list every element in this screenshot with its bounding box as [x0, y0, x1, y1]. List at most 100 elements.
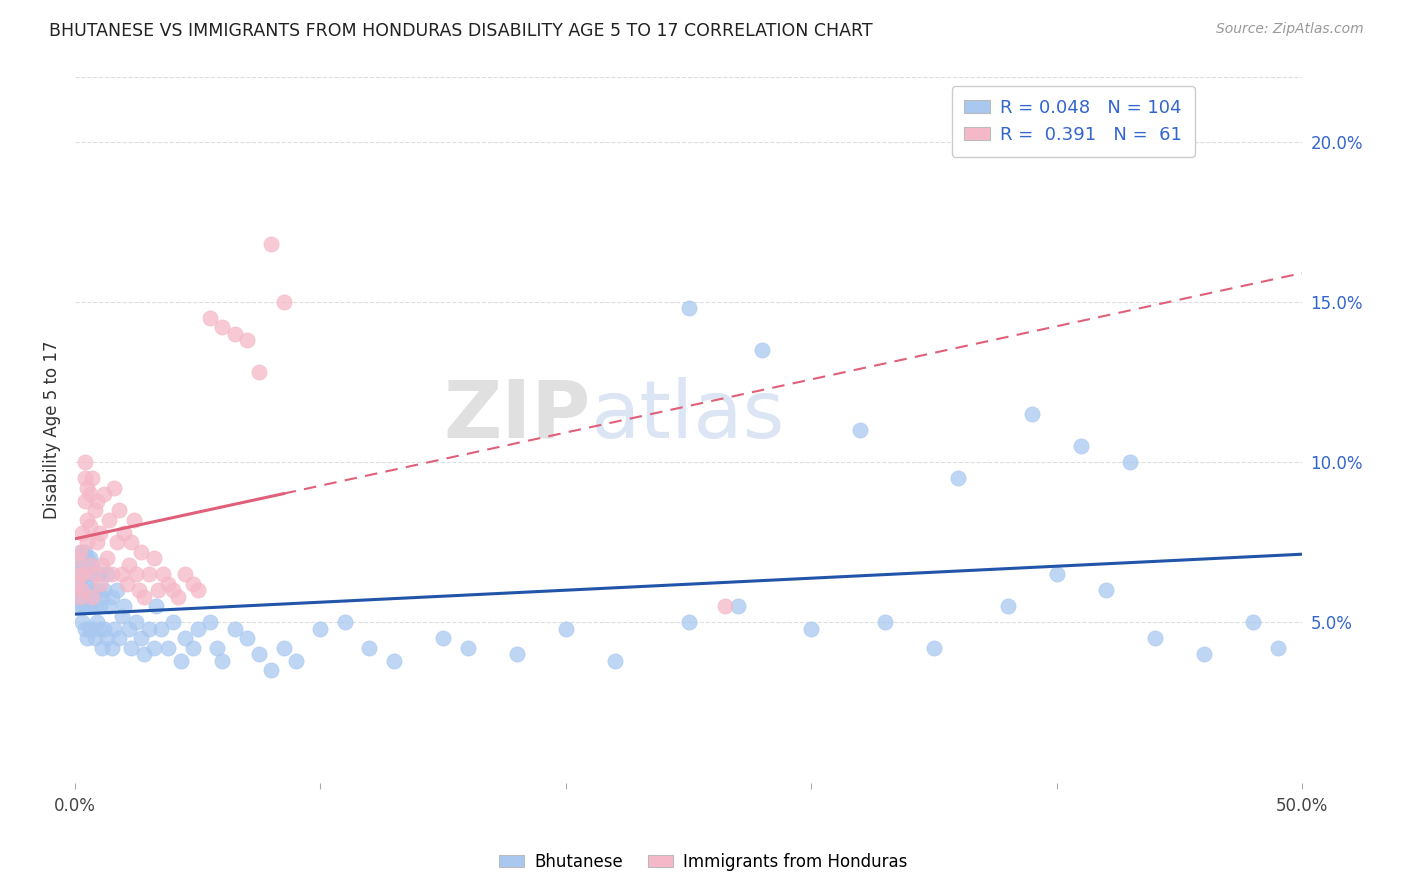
- Point: [82, 590, 104, 604]
- Point: [73, 471, 96, 485]
- Point: [73, 545, 96, 559]
- Point: [108, 503, 131, 517]
- Point: [125, 567, 148, 582]
- Point: [93, 622, 115, 636]
- Point: [247, 365, 270, 379]
- Point: [103, 622, 125, 636]
- Point: [101, 640, 124, 655]
- Point: [93, 487, 115, 501]
- Text: BHUTANESE VS IMMIGRANTS FROM HONDURAS DISABILITY AGE 5 TO 17 CORRELATION CHART: BHUTANESE VS IMMIGRANTS FROM HONDURAS DI…: [49, 22, 873, 40]
- Point: [79, 519, 101, 533]
- Point: [169, 654, 191, 668]
- Point: [309, 622, 332, 636]
- Point: [96, 551, 118, 566]
- Point: [138, 622, 160, 636]
- Point: [82, 471, 104, 485]
- Point: [111, 609, 134, 624]
- Text: ZIP: ZIP: [443, 377, 591, 455]
- Point: [101, 567, 124, 582]
- Point: [73, 493, 96, 508]
- Point: [72, 583, 94, 598]
- Point: [76, 632, 98, 646]
- Point: [273, 640, 295, 655]
- Point: [83, 599, 105, 614]
- Point: [118, 622, 141, 636]
- Point: [1021, 407, 1043, 421]
- Point: [91, 590, 114, 604]
- Point: [108, 632, 131, 646]
- Point: [96, 632, 118, 646]
- Point: [198, 310, 221, 325]
- Point: [89, 599, 111, 614]
- Point: [76, 535, 98, 549]
- Point: [72, 615, 94, 630]
- Point: [1070, 439, 1092, 453]
- Point: [1192, 648, 1215, 662]
- Point: [603, 654, 626, 668]
- Point: [72, 545, 94, 559]
- Point: [72, 525, 94, 540]
- Point: [181, 577, 204, 591]
- Point: [922, 640, 945, 655]
- Point: [79, 558, 101, 572]
- Point: [79, 599, 101, 614]
- Point: [1119, 455, 1142, 469]
- Point: [79, 567, 101, 582]
- Point: [89, 577, 111, 591]
- Point: [98, 599, 121, 614]
- Point: [112, 525, 135, 540]
- Point: [93, 583, 115, 598]
- Point: [236, 334, 259, 348]
- Point: [69, 590, 91, 604]
- Point: [76, 513, 98, 527]
- Point: [69, 590, 91, 604]
- Point: [187, 622, 209, 636]
- Point: [457, 640, 479, 655]
- Point: [91, 558, 114, 572]
- Point: [849, 423, 872, 437]
- Point: [66, 567, 89, 582]
- Point: [157, 640, 180, 655]
- Point: [554, 622, 576, 636]
- Point: [101, 590, 124, 604]
- Point: [79, 622, 101, 636]
- Point: [76, 590, 98, 604]
- Point: [211, 654, 233, 668]
- Point: [800, 622, 823, 636]
- Text: Source: ZipAtlas.com: Source: ZipAtlas.com: [1216, 22, 1364, 37]
- Point: [69, 590, 91, 604]
- Point: [157, 577, 180, 591]
- Point: [73, 622, 96, 636]
- Point: [128, 583, 150, 598]
- Point: [751, 343, 773, 357]
- Point: [76, 481, 98, 495]
- Point: [82, 583, 104, 598]
- Point: [73, 599, 96, 614]
- Point: [211, 320, 233, 334]
- Point: [1046, 567, 1069, 582]
- Point: [69, 545, 91, 559]
- Point: [432, 632, 454, 646]
- Point: [181, 640, 204, 655]
- Point: [122, 513, 145, 527]
- Point: [198, 615, 221, 630]
- Point: [506, 648, 529, 662]
- Point: [82, 558, 104, 572]
- Point: [1267, 640, 1289, 655]
- Point: [73, 455, 96, 469]
- Point: [83, 567, 105, 582]
- Point: [997, 599, 1019, 614]
- Point: [69, 577, 91, 591]
- Point: [105, 535, 128, 549]
- Point: [247, 648, 270, 662]
- Point: [714, 599, 737, 614]
- Point: [382, 654, 405, 668]
- Point: [98, 513, 121, 527]
- Point: [69, 551, 91, 566]
- Point: [162, 615, 184, 630]
- Point: [76, 577, 98, 591]
- Point: [83, 503, 105, 517]
- Point: [69, 567, 91, 582]
- Point: [112, 599, 135, 614]
- Point: [120, 535, 142, 549]
